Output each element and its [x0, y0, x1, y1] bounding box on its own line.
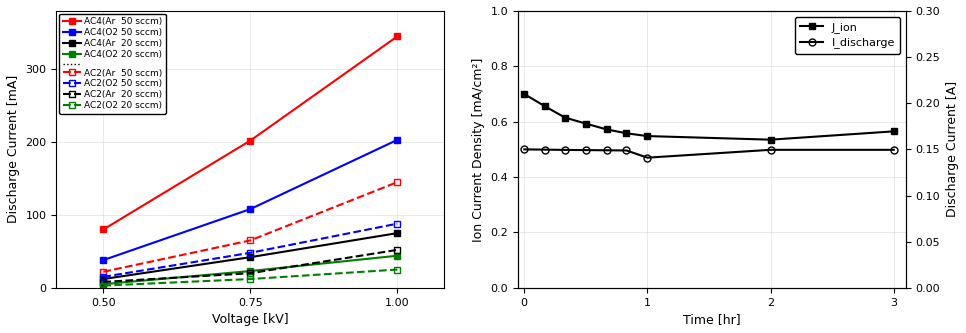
X-axis label: Time [hr]: Time [hr] [683, 313, 741, 326]
I_discharge [519, 148, 530, 152]
Y-axis label: Discharge Current [mA]: Discharge Current [mA] [7, 75, 20, 223]
J_ion [559, 116, 571, 120]
J_ion [580, 122, 591, 126]
I_discharge [765, 148, 777, 152]
Y-axis label: Discharge Current [A]: Discharge Current [A] [946, 81, 959, 217]
X-axis label: Voltage [kV]: Voltage [kV] [212, 313, 289, 326]
I_discharge [580, 148, 591, 152]
J_ion [601, 128, 612, 132]
J_ion [621, 131, 633, 135]
I_discharge [559, 148, 571, 152]
I_discharge [601, 148, 612, 152]
I_discharge [888, 148, 899, 152]
Y-axis label: Ion Current Density [mA/cm²]: Ion Current Density [mA/cm²] [472, 57, 485, 241]
I_discharge [539, 148, 551, 152]
J_ion [519, 92, 530, 96]
Line: I_discharge: I_discharge [521, 146, 897, 161]
J_ion [765, 138, 777, 142]
Legend: J_ion, I_discharge: J_ion, I_discharge [795, 17, 900, 54]
J_ion [641, 134, 653, 138]
J_ion [888, 129, 899, 133]
Line: J_ion: J_ion [521, 91, 897, 143]
I_discharge [641, 156, 653, 160]
J_ion [539, 105, 551, 109]
I_discharge [621, 149, 633, 153]
Legend: AC4(Ar  50 sccm), AC4(O2 50 sccm), AC4(Ar  20 sccm), AC4(O2 20 sccm), ..........: AC4(Ar 50 sccm), AC4(O2 50 sccm), AC4(Ar… [59, 14, 166, 114]
